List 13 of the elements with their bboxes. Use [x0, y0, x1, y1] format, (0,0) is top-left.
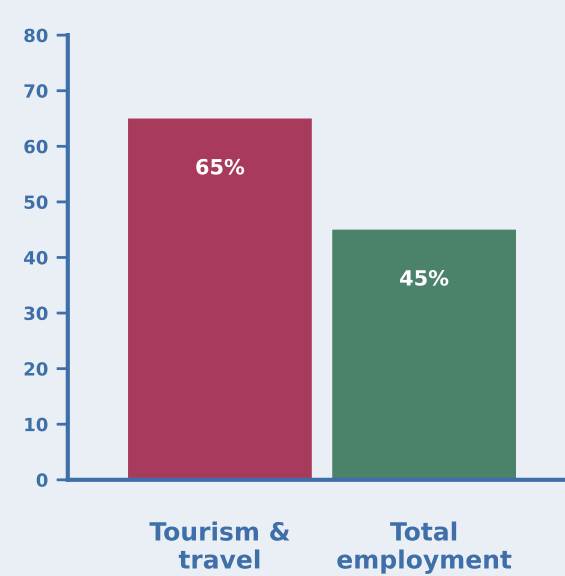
y-tick-label: 70 — [24, 84, 48, 98]
y-tick-label: 30 — [24, 306, 48, 320]
y-tick-label: 60 — [24, 140, 48, 154]
y-tick-label: 0 — [36, 473, 48, 487]
x-tick-label: Tourism & travel — [150, 521, 290, 569]
x-tick-label: Total employment — [337, 521, 512, 574]
y-tick-label: 10 — [25, 418, 48, 432]
y-tick-label: 80 — [24, 28, 48, 42]
y-tick-label: 50 — [24, 195, 48, 210]
data-label: 45% — [400, 270, 448, 286]
data-label: 65% — [196, 158, 244, 175]
y-tick-label: 20 — [24, 362, 48, 376]
y-tick-label: 40 — [24, 250, 48, 265]
